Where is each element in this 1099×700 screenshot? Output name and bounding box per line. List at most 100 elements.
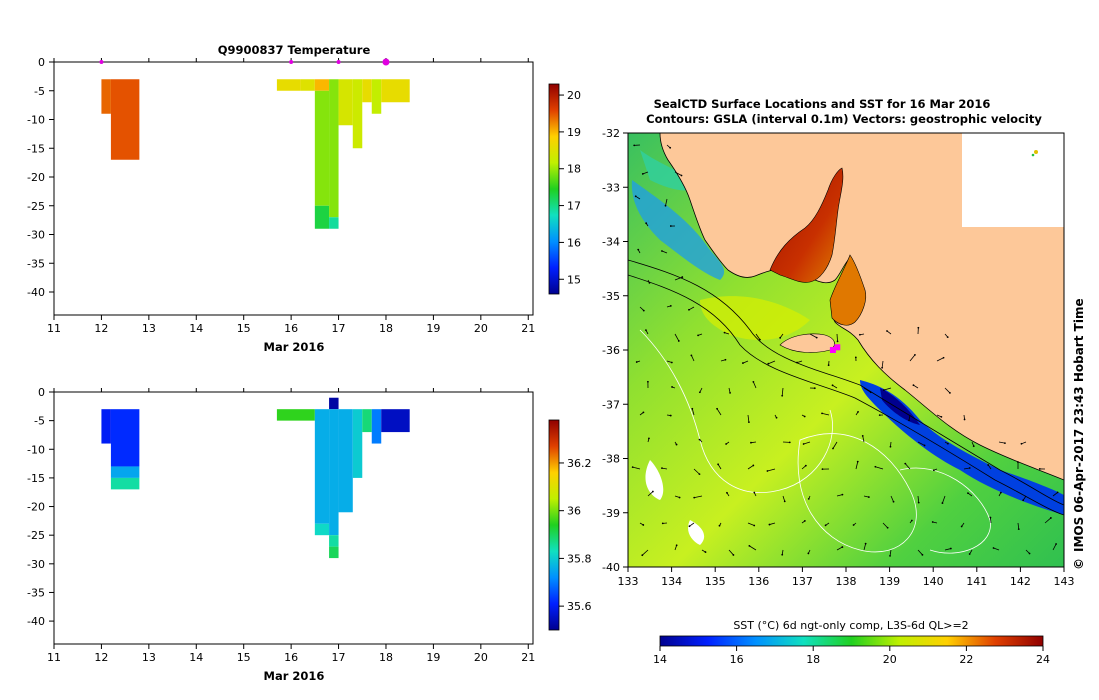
map-x-ticks: 133 134 135 136 137 138 139 140 141 142 143 xyxy=(618,567,1075,588)
velocity-vector xyxy=(728,549,734,556)
velocity-arrowhead xyxy=(864,542,867,545)
velocity-vector xyxy=(747,522,755,526)
velocity-arrowhead xyxy=(724,358,727,361)
velocity-arrowhead xyxy=(804,464,807,467)
y-tick-label: -25 xyxy=(27,529,45,542)
velocity-arrowhead xyxy=(914,354,916,356)
y-tick-label: -15 xyxy=(27,472,45,485)
velocity-arrowhead xyxy=(949,392,951,394)
velocity-vector xyxy=(832,441,838,449)
velocity-vector xyxy=(755,333,761,340)
velocity-vector xyxy=(917,549,923,556)
velocity-arrowhead xyxy=(788,441,791,444)
no-data-corner xyxy=(962,133,1064,227)
velocity-vector xyxy=(944,387,951,394)
velocity-arrowhead xyxy=(940,415,943,418)
x-tick-label: 11 xyxy=(47,651,61,664)
velocity-vector xyxy=(1017,522,1020,530)
velocity-vector xyxy=(809,333,817,339)
velocity-arrowhead xyxy=(704,551,707,553)
copyright-symbol: © xyxy=(1072,558,1086,570)
cell-6 xyxy=(314,523,330,536)
cell-7 xyxy=(329,79,339,218)
gsla-contour-2 xyxy=(797,433,917,553)
velocity-vector xyxy=(904,463,911,470)
velocity-arrowhead xyxy=(968,553,971,555)
spencer-gulf xyxy=(769,167,844,283)
cell-13 xyxy=(381,79,410,103)
y-tick-label: -35 xyxy=(27,257,45,270)
velocity-arrowhead xyxy=(723,331,726,334)
map-title-line2: Contours: GSLA (interval 0.1m) Vectors: … xyxy=(646,112,1042,126)
velocity-vector xyxy=(942,495,946,504)
velocity-arrowhead xyxy=(1022,499,1025,502)
map-x-tick-label: 143 xyxy=(1054,575,1075,588)
velocity-vector xyxy=(753,381,757,389)
velocity-vector xyxy=(747,414,750,423)
cell-3 xyxy=(110,477,140,490)
cell-1 xyxy=(110,79,140,160)
velocity-vector xyxy=(642,171,649,175)
cell-10 xyxy=(352,79,363,149)
velocity-arrowhead xyxy=(669,225,672,227)
cell-13 xyxy=(362,409,372,433)
velocity-arrowhead xyxy=(1055,543,1057,545)
velocity-arrowhead xyxy=(821,468,824,470)
velocity-arrowhead xyxy=(917,326,920,329)
velocity-arrowhead xyxy=(889,445,892,448)
x-tick-label: 13 xyxy=(142,322,156,335)
velocity-vector xyxy=(674,171,682,176)
velocity-arrowhead xyxy=(841,493,844,496)
velocity-vector xyxy=(881,360,884,368)
velocity-arrowhead xyxy=(967,492,969,494)
profile-marker xyxy=(382,58,390,66)
cell-8 xyxy=(329,217,339,229)
cell-6 xyxy=(314,205,330,229)
x-tick-label: 11 xyxy=(47,322,61,335)
velocity-arrowhead xyxy=(813,387,816,390)
colorbar-tick-label: 36.2 xyxy=(567,457,592,470)
velocity-arrowhead xyxy=(931,521,934,523)
cell-0 xyxy=(101,409,111,444)
x-tick-label: 19 xyxy=(426,322,440,335)
velocity-arrowhead xyxy=(1020,442,1023,445)
map-x-tick-label: 138 xyxy=(836,575,857,588)
gsla-contour-3 xyxy=(899,467,991,554)
velocity-vector xyxy=(908,414,911,421)
velocity-arrowhead xyxy=(807,552,810,555)
y-tick-label: -20 xyxy=(27,501,45,514)
salinity-plot-frame xyxy=(53,391,534,645)
velocity-arrowhead xyxy=(690,354,693,357)
velocity-arrowhead xyxy=(892,500,895,503)
colorbar-tick-label: 20 xyxy=(567,89,581,102)
y-tick-label: -10 xyxy=(27,114,45,127)
velocity-arrowhead xyxy=(775,416,778,419)
velocity-arrowhead xyxy=(1028,552,1031,555)
velocity-arrowhead xyxy=(1049,517,1052,519)
velocity-arrowhead xyxy=(651,490,654,493)
velocity-arrowhead xyxy=(923,444,926,447)
velocity-arrowhead xyxy=(1056,491,1059,494)
velocity-arrowhead xyxy=(726,491,728,494)
velocity-vector xyxy=(747,465,754,470)
velocity-vector xyxy=(883,387,892,391)
velocity-arrowhead xyxy=(1038,468,1041,470)
sst-colorbar-tick-label: 16 xyxy=(730,653,744,666)
x-tick-label: 16 xyxy=(284,651,298,664)
velocity-vector xyxy=(632,466,641,470)
profile-marker xyxy=(336,60,341,64)
x-tick-label: 18 xyxy=(379,322,393,335)
velocity-arrowhead xyxy=(752,380,755,383)
colorbar-tick-label: 15 xyxy=(567,273,581,286)
sst-colorbar-tick-label: 18 xyxy=(806,653,820,666)
y-tick-label: -10 xyxy=(27,443,45,456)
temperature-cells xyxy=(101,79,410,229)
inset-dot xyxy=(1034,150,1038,154)
map-y-tick-label: -39 xyxy=(602,507,620,520)
salinity-y-ticks: 0 -5 -10 -15 -20 -25 -30 -35 -40 xyxy=(27,386,54,628)
velocity-arrowhead xyxy=(661,467,663,470)
velocity-arrowhead xyxy=(836,340,839,343)
cell-5 xyxy=(314,90,330,206)
velocity-vector xyxy=(936,357,944,362)
sst-colorbar-tick-label: 24 xyxy=(1036,653,1050,666)
